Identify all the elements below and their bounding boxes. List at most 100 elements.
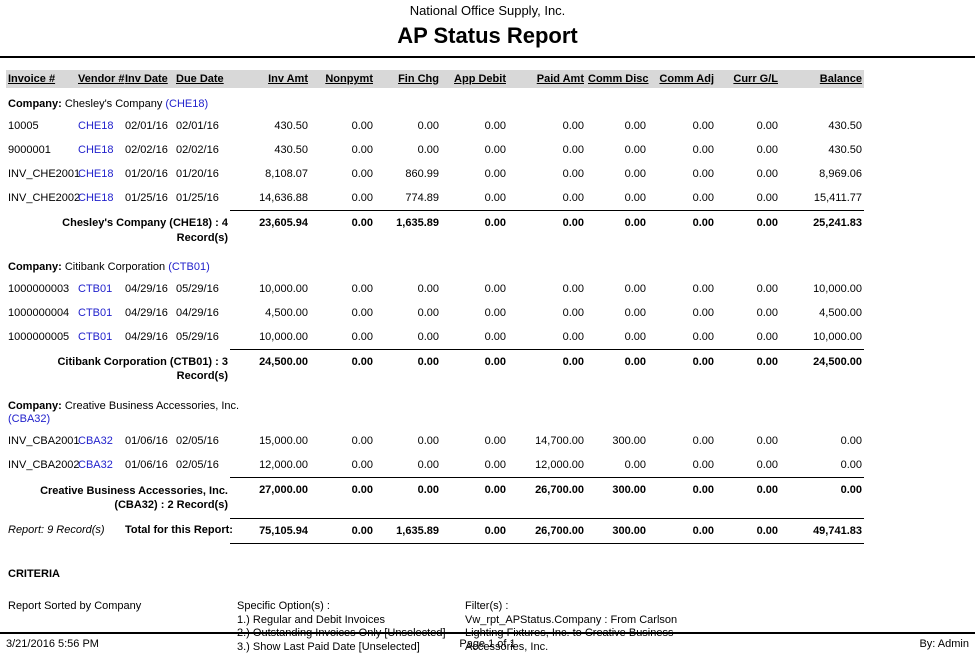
amount-cell: 0.00 (840, 435, 862, 448)
report-total-amount: 1,635.89 (375, 517, 441, 544)
group-subtotal-row: Citibank Corporation (CTB01) : 3 Record(… (6, 348, 864, 390)
amount-cell: 0.00 (692, 330, 714, 343)
title-divider (0, 56, 975, 58)
group-label: Company: Chesley's Company (CHE18) (8, 98, 258, 112)
group-subtotal-label: Creative Business Accessories, Inc. (CBA… (40, 484, 228, 511)
col-header-comm-disc: Comm Disc (586, 70, 649, 88)
amount-cell: 4,500.00 (265, 306, 308, 319)
amount-cell: 12,000.00 (535, 459, 584, 472)
vendor-link[interactable]: CBA32 (78, 459, 113, 472)
amount-cell: 0.00 (756, 282, 778, 295)
amount-cell: 0.00 (692, 459, 714, 472)
group-label-cell: Company: Creative Business Accessories, … (6, 390, 864, 430)
group-subtotal-amount: 25,241.83 (780, 209, 864, 251)
report-total-label: Total for this Report: (125, 524, 233, 537)
group-prefix: Company: (8, 399, 65, 412)
amount-cell: 0.00 (417, 459, 439, 472)
group-subtotal-amount: 0.00 (586, 348, 648, 390)
group-subtotal-amount: 0.00 (716, 477, 780, 519)
group-company-code[interactable]: (CBA32) (8, 413, 51, 426)
group-subtotal-amount: 0.00 (648, 477, 716, 519)
amount-cell: 860.99 (405, 167, 439, 180)
amount-cell: 0.00 (624, 282, 646, 295)
vendor-link[interactable]: CBA32 (78, 435, 113, 448)
invoice-row: 9000001 CHE18 02/02/16 02/02/16 430.50 0.00 0.… (6, 138, 864, 162)
amount-cell: 0.00 (417, 119, 439, 132)
amount-cell: 0.00 (562, 191, 584, 204)
invoice-row: 10005 CHE18 02/01/16 02/01/16 430.50 0.00 0.00… (6, 114, 864, 138)
criteria-sorted-by: Report Sorted by Company (8, 599, 142, 612)
amount-cell: 0.00 (562, 330, 584, 343)
col-header-curr-gl: Curr G/L (716, 70, 780, 88)
col-header-invoice: Invoice # (6, 70, 76, 88)
due-date-cell: 05/29/16 (176, 282, 219, 295)
vendor-link[interactable]: CHE18 (78, 143, 114, 156)
vendor-link[interactable]: CHE18 (78, 191, 114, 204)
vendor-link[interactable]: CTB01 (78, 330, 113, 343)
footer-page-number: Page 1 of 1 (459, 638, 516, 650)
amount-cell: 430.50 (274, 119, 308, 132)
amount-cell: 0.00 (562, 306, 584, 319)
amount-cell: 0.00 (484, 282, 506, 295)
inv-date-cell: 04/29/16 (125, 282, 168, 295)
inv-date-cell: 01/20/16 (125, 167, 168, 180)
group-company-name: Chesley's Company (64, 98, 166, 110)
amount-cell: 0.00 (417, 306, 439, 319)
invoice-row: INV_CBA2001 CBA32 01/06/16 02/05/16 15,000.0… (6, 429, 864, 453)
group-subtotal-amount: 0.00 (310, 348, 375, 390)
group-company-code[interactable]: (CHE18) (165, 98, 209, 110)
inv-date-cell: 02/02/16 (125, 143, 168, 156)
group-prefix: Company: (8, 260, 65, 273)
amount-cell: 0.00 (351, 435, 373, 448)
invoice-row: INV_CHE2001 CHE18 01/20/16 01/20/16 8,108.07… (6, 162, 864, 186)
group-subtotal-amount: 0.00 (508, 348, 586, 390)
due-date-cell: 02/05/16 (176, 435, 219, 448)
amount-cell: 0.00 (624, 143, 646, 156)
amount-cell: 0.00 (484, 119, 506, 132)
amount-cell: 8,108.07 (265, 167, 308, 180)
report-total-amount: 0.00 (310, 517, 375, 544)
report-rows: Company: Chesley's Company (CHE18) 10005 C… (6, 88, 864, 544)
amount-cell: 0.00 (692, 167, 714, 180)
group-subtotal-amount: 0.00 (375, 477, 441, 519)
amount-cell: 10,000.00 (259, 282, 308, 295)
invoice-number-cell: INV_CHE2001 (8, 167, 81, 180)
criteria-heading: CRITERIA (8, 567, 60, 580)
criteria-option: 3.) Show Last Paid Date [Unselected] (237, 641, 420, 653)
group-subtotal-amount: 300.00 (586, 477, 648, 519)
group-subtotal-amount: 0.00 (310, 477, 375, 519)
group-label: Company: Creative Business Accessories, … (8, 400, 258, 428)
group-label-cell: Company: Chesley's Company (CHE18) (6, 88, 864, 114)
group-company-code[interactable]: (CTB01) (168, 260, 210, 273)
vendor-link[interactable]: CTB01 (78, 282, 113, 295)
group-subtotal-row: Creative Business Accessories, Inc. (CBA… (6, 477, 864, 519)
group-subtotal-amount: 0.00 (375, 348, 441, 390)
amount-cell: 430.50 (274, 143, 308, 156)
vendor-link[interactable]: CHE18 (78, 119, 114, 132)
group-subtotal-amount: 0.00 (508, 209, 586, 251)
vendor-link[interactable]: CTB01 (78, 306, 113, 319)
inv-date-cell: 04/29/16 (125, 330, 168, 343)
report-total-amount: 49,741.83 (780, 517, 864, 544)
group-company-name: Citibank Corporation (64, 260, 169, 273)
criteria-section: CRITERIA Report Sorted by Company Specif… (8, 568, 975, 653)
due-date-cell: 04/29/16 (176, 306, 219, 319)
amount-cell: 0.00 (351, 167, 373, 180)
criteria-row: Report Sorted by Company Specific Option… (8, 600, 975, 653)
amount-cell: 300.00 (612, 435, 646, 448)
due-date-cell: 01/25/16 (176, 191, 219, 204)
amount-cell: 10,000.00 (813, 282, 862, 295)
due-date-cell: 02/02/16 (176, 143, 219, 156)
criteria-filters-heading: Filter(s) : (465, 599, 509, 612)
amount-cell: 14,700.00 (535, 435, 584, 448)
group-subtotal-row: Chesley's Company (CHE18) : 4 Record(s) 2… (6, 209, 864, 251)
page-title: AP Status Report (397, 23, 578, 48)
due-date-cell: 05/29/16 (176, 330, 219, 343)
amount-cell: 15,411.77 (813, 191, 862, 204)
col-header-fin-chg: Fin Chg (375, 70, 441, 88)
amount-cell: 0.00 (692, 306, 714, 319)
group-header-row: Company: Citibank Corporation (CTB01) (6, 251, 864, 277)
amount-cell: 0.00 (840, 459, 862, 472)
vendor-link[interactable]: CHE18 (78, 167, 114, 180)
group-subtotal-amount: 0.00 (716, 209, 780, 251)
